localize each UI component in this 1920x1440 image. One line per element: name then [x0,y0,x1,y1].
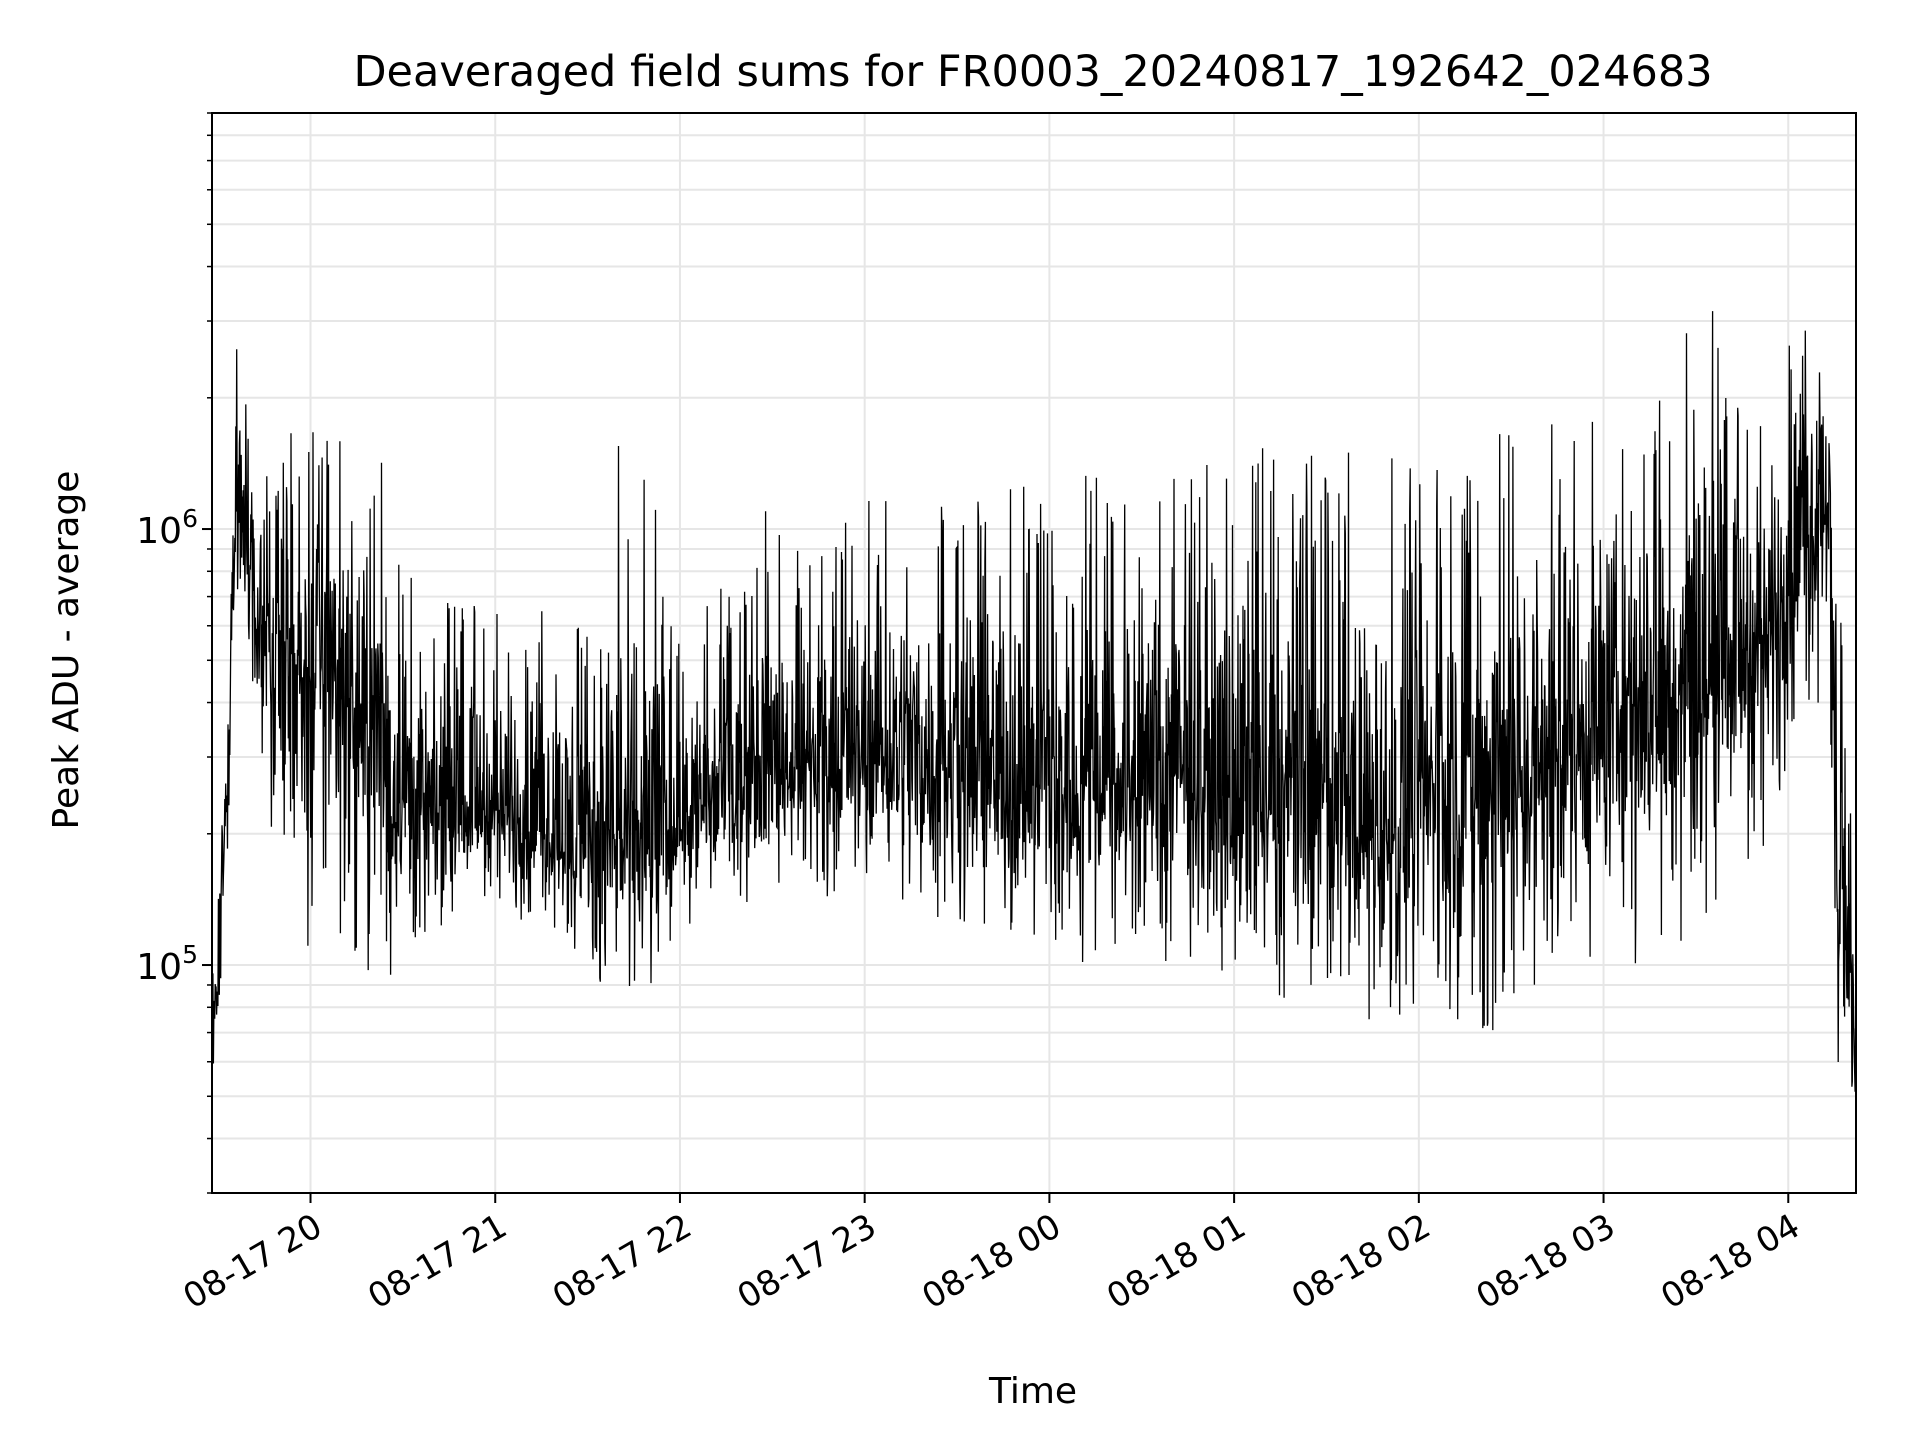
chart-title: Deaveraged field sums for FR0003_2024081… [353,47,1712,97]
series-line-layer [211,311,1857,1150]
y-tick-label: 105 [136,940,198,988]
y-axis-label: Peak ADU - average [46,471,87,830]
series-line [211,311,1857,1150]
y-tick-label: 106 [136,504,198,552]
x-axis-label: Time [988,1371,1077,1412]
plot-frame [211,112,1857,1194]
y-axis-ticks: 105 106 [136,112,212,1194]
